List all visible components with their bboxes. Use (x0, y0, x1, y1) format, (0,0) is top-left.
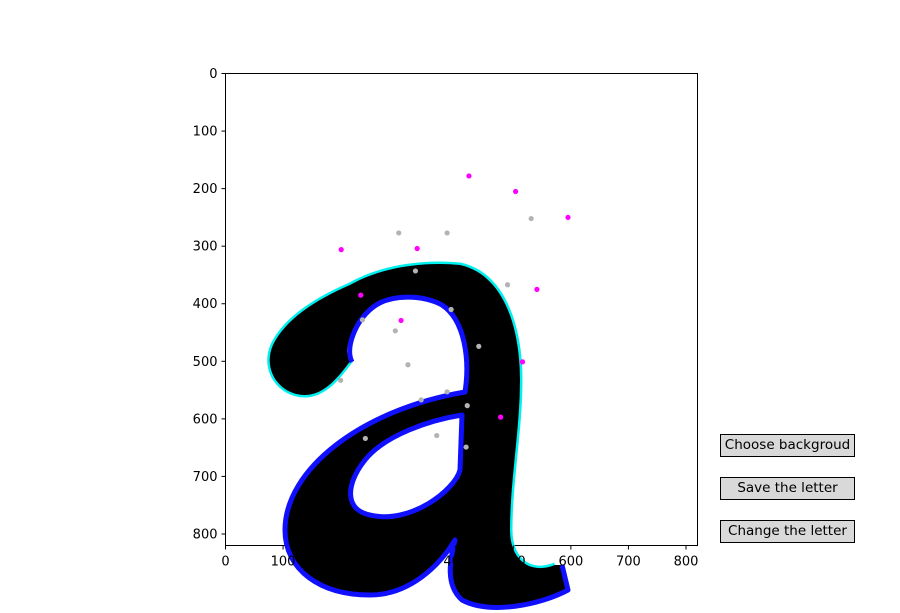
y-tick-label: 0 (209, 67, 217, 82)
control-point-inactive[interactable] (504, 282, 511, 288)
control-point-inactive[interactable] (444, 230, 450, 236)
control-point-active[interactable] (534, 286, 540, 292)
control-point-inactive[interactable] (359, 317, 366, 323)
x-tick-label: 300 (386, 555, 411, 570)
control-point-active[interactable] (565, 214, 571, 221)
x-tick-label: 700 (616, 555, 641, 570)
control-point-inactive[interactable] (412, 268, 419, 274)
control-point-active[interactable] (398, 317, 404, 324)
control-point-inactive[interactable] (444, 389, 450, 395)
control-point-inactive[interactable] (528, 215, 534, 222)
control-point-inactive[interactable] (463, 444, 469, 450)
control-point-inactive[interactable] (392, 328, 398, 334)
glyph-counter-outline (348, 412, 465, 520)
x-tick-label: 500 (501, 555, 526, 570)
y-axis: 0 100 200 300 400 500 600 700 800 (193, 67, 226, 542)
control-point-active[interactable] (414, 245, 420, 252)
control-point-active[interactable] (358, 292, 364, 298)
control-point-inactive[interactable] (418, 397, 424, 403)
control-point-inactive[interactable] (362, 435, 368, 442)
control-point-inactive[interactable] (434, 432, 440, 439)
control-points (338, 173, 571, 450)
y-tick-label: 300 (193, 240, 218, 255)
control-point-inactive[interactable] (448, 306, 454, 313)
x-tick-label: 400 (443, 555, 468, 570)
x-tick-label: 200 (328, 555, 353, 570)
y-tick-label: 100 (193, 125, 218, 140)
letter-a-glyph[interactable] (267, 261, 571, 610)
x-tick-label: 0 (221, 555, 229, 570)
control-point-active[interactable] (498, 414, 504, 420)
x-tick-label: 100 (271, 555, 296, 570)
y-tick-label: 500 (193, 355, 218, 370)
x-tick-label: 600 (558, 555, 583, 570)
y-tick-label: 800 (193, 527, 218, 542)
glyph-outline-primary (282, 294, 571, 610)
control-point-inactive[interactable] (464, 403, 470, 409)
control-point-inactive[interactable] (396, 230, 402, 236)
y-tick-label: 600 (193, 412, 218, 427)
y-tick-label: 200 (193, 182, 218, 197)
save-letter-button[interactable]: Save the letter (720, 477, 855, 500)
x-axis: 0 100 200 300 400 500 600 700 800 (221, 545, 699, 570)
choose-background-button[interactable]: Choose backgroud (720, 434, 855, 457)
control-point-inactive[interactable] (338, 377, 344, 383)
x-tick-label: 800 (674, 555, 699, 570)
control-point-active[interactable] (466, 173, 472, 179)
control-point-inactive[interactable] (405, 362, 411, 368)
control-point-active[interactable] (513, 188, 519, 195)
y-tick-label: 400 (193, 297, 218, 312)
change-letter-button[interactable]: Change the letter (720, 520, 855, 543)
control-point-active[interactable] (519, 359, 526, 365)
glyph-fill (269, 264, 568, 608)
control-point-inactive[interactable] (476, 343, 482, 349)
y-tick-label: 700 (193, 470, 218, 485)
control-point-active[interactable] (338, 247, 344, 253)
